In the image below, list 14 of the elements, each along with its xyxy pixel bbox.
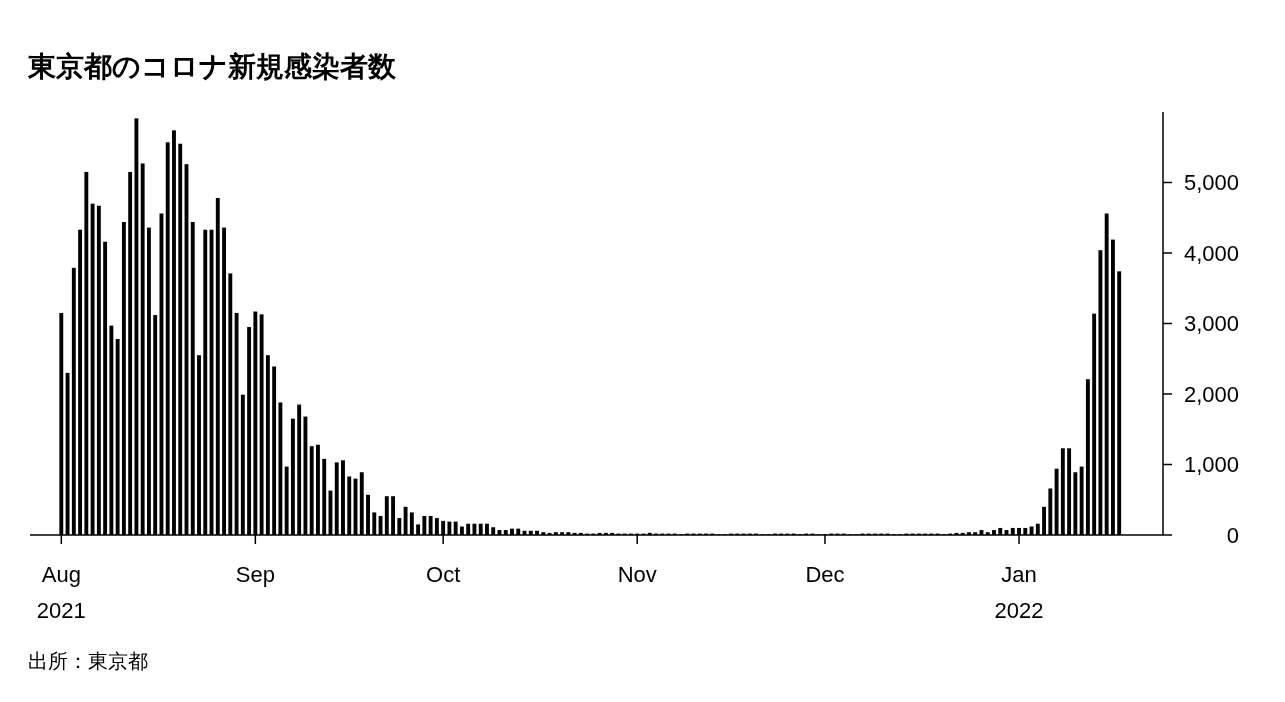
x-tick-label: Sep — [235, 562, 275, 587]
x-tick-label: Aug 2021 — [36, 562, 86, 623]
x-tick-label: Dec — [805, 562, 845, 587]
y-tick-label: 5,000 — [1183, 170, 1239, 195]
x-tick-label: Oct — [426, 562, 461, 587]
y-tick-label: 4,000 — [1183, 240, 1239, 266]
y-tick-label: 1,000 — [1183, 452, 1239, 477]
chart-title: 東京都のコロナ新規感染者数 — [27, 51, 397, 82]
x-tick-label: Nov — [617, 562, 657, 587]
y-tick-label: 2,000 — [1183, 381, 1239, 407]
x-tick-label: Jan 2022 — [994, 562, 1044, 623]
y-tick-label: 0 — [1226, 522, 1239, 548]
text: 出所：東京都 — [28, 650, 148, 672]
y-tick-label: 3,000 — [1183, 311, 1239, 336]
